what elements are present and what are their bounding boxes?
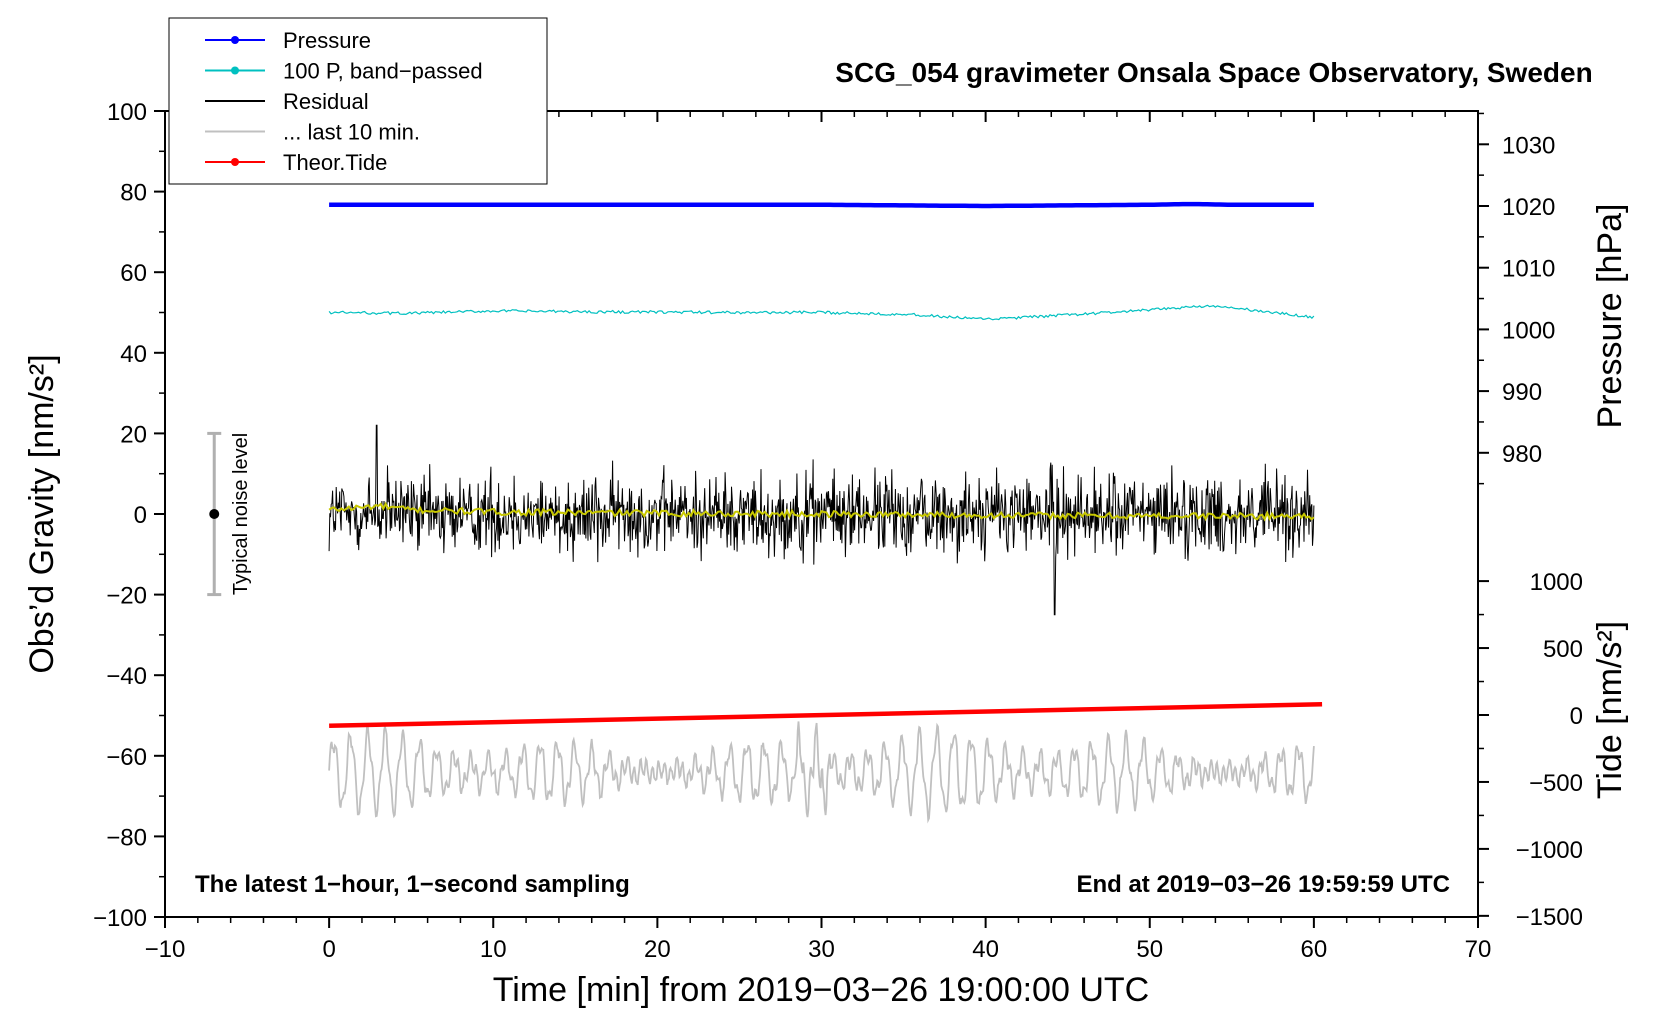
- annotation-sampling: The latest 1−hour, 1−second sampling: [195, 871, 630, 898]
- legend-label: Residual: [283, 89, 369, 114]
- pressure-tick-label: 1030: [1502, 132, 1555, 159]
- series-residual: [328, 424, 1315, 616]
- pressure-tick-label: 1010: [1502, 256, 1555, 283]
- tide-tick-label: 1000: [1530, 569, 1583, 596]
- tide-tick-label: 0: [1570, 703, 1583, 730]
- legend-label: 100 P, band−passed: [283, 59, 483, 84]
- y-tick-label: −80: [106, 824, 147, 851]
- legend-marker: [231, 158, 239, 166]
- series-residual-smoothed: [328, 501, 1315, 522]
- y-tick-label: 0: [134, 502, 147, 529]
- annotation-end-time: End at 2019−03−26 19:59:59 UTC: [1076, 871, 1450, 898]
- tide-tick-label: 500: [1543, 636, 1583, 663]
- chart-title: SCG_054 gravimeter Onsala Space Observat…: [835, 57, 1592, 88]
- noise-bar-center-dot: [209, 509, 220, 519]
- y-tick-label: 20: [120, 421, 147, 448]
- legend: Pressure 100 P, band−passed Residual ... la…: [168, 17, 548, 185]
- y-tick-label: −20: [106, 583, 147, 610]
- x-tick-label: 50: [1136, 936, 1163, 963]
- y-tick-label: 80: [120, 180, 147, 207]
- x-tick-label: 20: [644, 936, 671, 963]
- y-axis-left-title: Obs’d Gravity [nm/s²]: [23, 354, 61, 673]
- x-axis-title: Time [min] from 2019−03−26 19:00:00 UTC: [493, 971, 1149, 1009]
- legend-label: Pressure: [283, 28, 371, 53]
- x-tick-label: 40: [972, 936, 999, 963]
- y-axis-tide-title: Tide [nm/s²]: [1591, 621, 1629, 799]
- pressure-tick-label: 990: [1502, 379, 1542, 406]
- legend-label: Theor.Tide: [283, 150, 387, 175]
- x-tick-label: 60: [1301, 936, 1328, 963]
- y-tick-label: −60: [106, 744, 147, 771]
- tide-tick-label: −1500: [1516, 904, 1583, 931]
- y-axis-pressure: 980 990 1000 1010 1020 1030: [1478, 112, 1555, 485]
- series-pressure: [329, 201, 1314, 209]
- legend-marker: [231, 36, 239, 44]
- pressure-tick-label: 1000: [1502, 317, 1555, 344]
- y-axis-left: −100 −80 −60 −40 −20 0 20 40 60 80 100: [93, 99, 165, 932]
- noise-level-label: Typical noise level: [230, 433, 252, 595]
- series-last-10-min: [328, 721, 1315, 824]
- series-theoretical-tide: [329, 702, 1323, 728]
- x-tick-label: 0: [322, 936, 335, 963]
- pressure-tick-label: 980: [1502, 441, 1542, 468]
- noise-level-bar: Typical noise level: [207, 431, 252, 597]
- series-pressure-bandpassed: [328, 304, 1315, 321]
- x-tick-label: 30: [808, 936, 835, 963]
- tide-tick-label: −500: [1529, 770, 1583, 797]
- y-tick-label: 40: [120, 341, 147, 368]
- y-tick-label: −100: [93, 905, 147, 932]
- data-traces: [328, 201, 1323, 824]
- x-tick-label: −10: [145, 936, 186, 963]
- y-axis-tide: −1500 −1000 −500 0 500 1000: [1478, 569, 1583, 931]
- legend-marker: [231, 66, 239, 75]
- tide-tick-label: −1000: [1516, 837, 1583, 864]
- pressure-tick-label: 1020: [1502, 194, 1555, 221]
- x-tick-label: 70: [1465, 936, 1492, 963]
- legend-label: ... last 10 min.: [283, 120, 420, 145]
- x-tick-label: 10: [480, 936, 507, 963]
- y-tick-label: −40: [106, 663, 147, 690]
- y-tick-label: 100: [107, 99, 147, 126]
- y-tick-label: 60: [120, 260, 147, 287]
- y-axis-pressure-title: Pressure [hPa]: [1591, 204, 1629, 429]
